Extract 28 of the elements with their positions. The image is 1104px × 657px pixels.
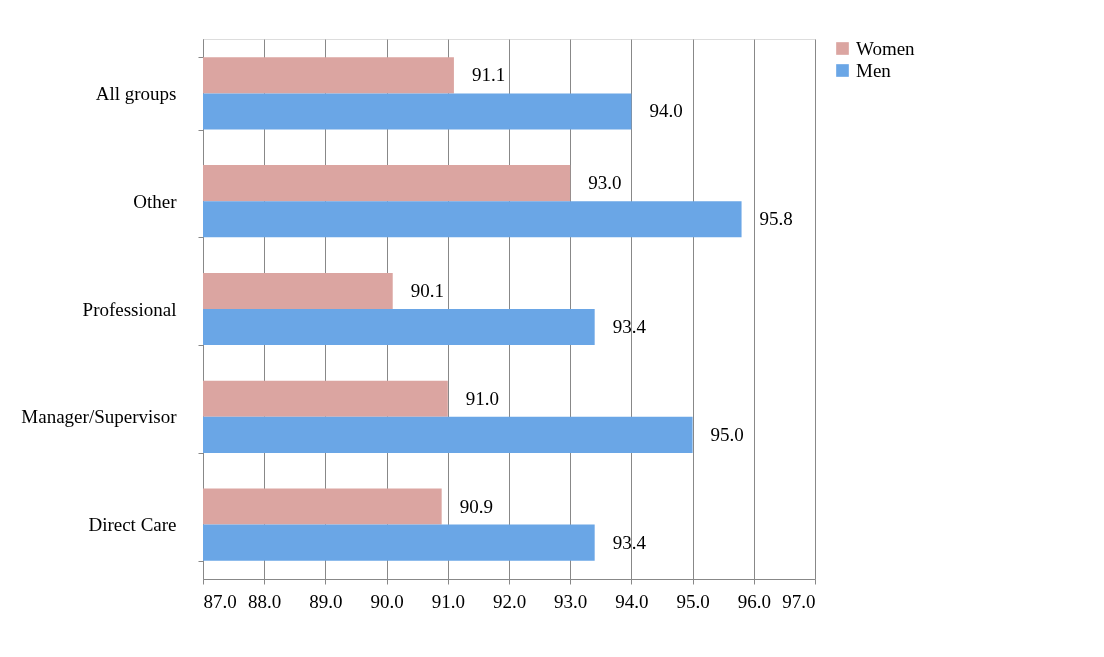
y-tick-label: All groups (95, 82, 177, 104)
x-tick-label: 93.0 (554, 590, 588, 612)
data-label: 93.4 (612, 316, 647, 338)
data-label: 95.8 (759, 208, 793, 230)
x-tick-label: 92.0 (492, 590, 527, 612)
legend-label: Men (856, 59, 892, 81)
data-label: 93.0 (588, 172, 622, 194)
x-tick-label: 89.0 (309, 590, 343, 612)
y-tick-label: Professional (82, 298, 177, 320)
x-tick-label: 88.0 (248, 590, 282, 612)
x-tick-label: 94.0 (615, 590, 649, 612)
data-label: 91.0 (465, 387, 500, 409)
x-tick-label: 96.0 (737, 590, 771, 612)
x-tick-label: 90.0 (370, 590, 404, 612)
data-label: 90.1 (410, 279, 444, 301)
x-tick-label: 87.0 (203, 590, 237, 612)
data-label: 90.9 (459, 495, 493, 517)
y-tick-label: Other (133, 190, 178, 212)
y-tick-label: Manager/Supervisor (21, 406, 178, 428)
x-tick-label: 91.0 (431, 590, 465, 612)
y-tick-label: Direct Care (88, 514, 177, 536)
x-tick-label: 97.0 (782, 590, 816, 612)
data-label: 94.0 (649, 100, 683, 122)
x-tick-label: 95.0 (676, 590, 710, 612)
data-label: 91.1 (471, 64, 506, 86)
data-label: 93.4 (612, 531, 647, 553)
legend-label: Women (856, 37, 916, 59)
data-label: 95.0 (710, 423, 744, 445)
